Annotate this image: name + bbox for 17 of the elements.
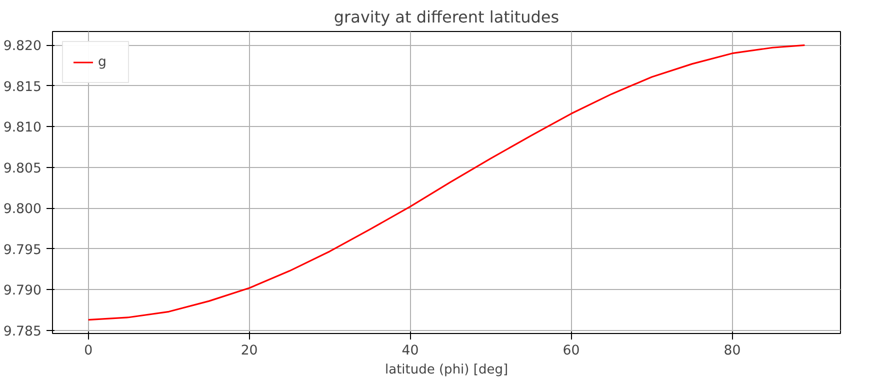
x-tick-label: 80: [724, 344, 741, 358]
x-tick-label: 60: [562, 344, 580, 358]
x-tick-label: 20: [240, 344, 258, 358]
y-tick-label: 9.815: [3, 80, 42, 95]
x-tick-label: 40: [402, 344, 419, 358]
line-series: [88, 44, 806, 321]
y-tick-label: 9.820: [3, 39, 42, 54]
legend-label: g: [98, 54, 108, 70]
y-tick-label: 9.810: [3, 120, 42, 136]
y-tick-label: 9.800: [3, 202, 42, 218]
y-tick-label: 9.790: [3, 284, 42, 299]
chart-title: gravity at different latitudes: [334, 8, 560, 26]
y-tick-label: 9.785: [3, 324, 42, 340]
y-tick-label: 9.805: [3, 161, 42, 176]
y-tick-label: 9.795: [3, 242, 42, 258]
x-axis-title: latitude (phi) [deg]: [384, 362, 508, 378]
x-tick-label: 0: [84, 344, 93, 358]
